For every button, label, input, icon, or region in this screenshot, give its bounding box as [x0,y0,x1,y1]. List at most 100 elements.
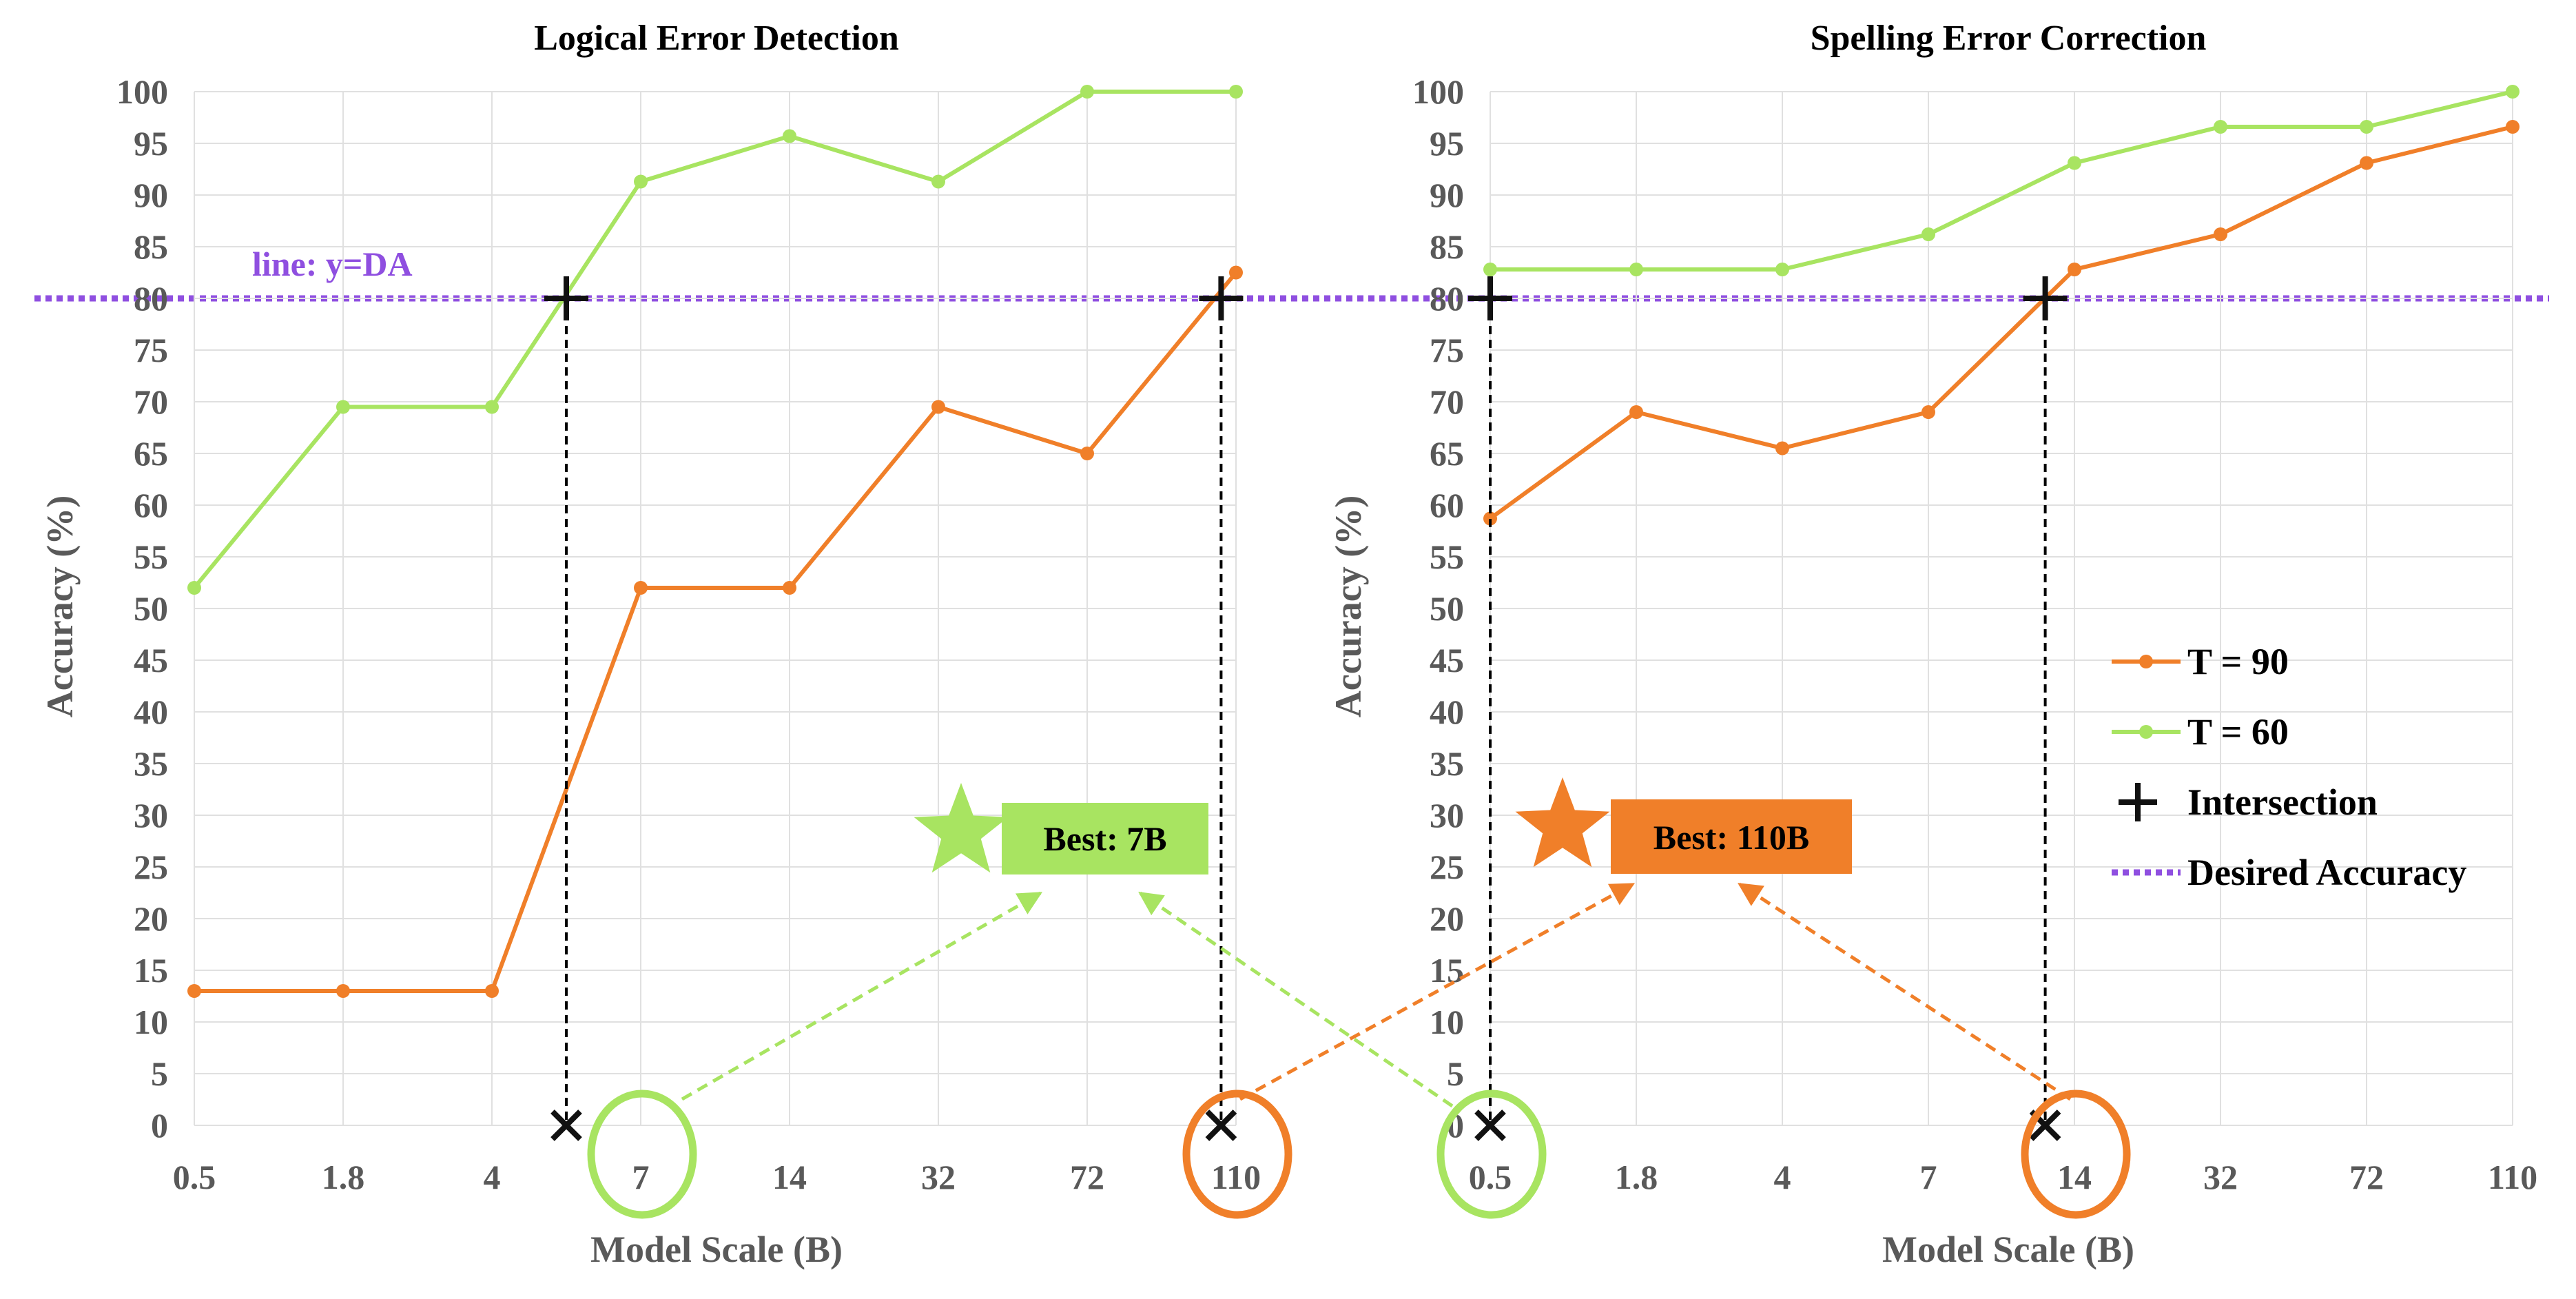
x-tick-label: 32 [2203,1158,2238,1196]
y-tick-label: 50 [134,589,168,628]
highlight-circle [1436,1090,1547,1219]
data-point [1629,405,1643,419]
data-point [1229,85,1243,99]
data-point [1775,263,1789,276]
x-tick-label: 4 [1774,1158,1791,1196]
legend-label: Desired Accuracy [2187,852,2466,893]
legend-label: T = 90 [2187,641,2289,682]
legend-label: T = 60 [2187,711,2289,753]
y-tick-label: 15 [134,951,168,990]
chart-logical-error-detection: Logical Error Detection Accuracy (%) Mod… [39,19,1292,1270]
data-point [2214,120,2227,134]
y-tick-label: 90 [134,176,168,214]
chart-title: Spelling Error Correction [1811,19,2207,58]
intersection-marker [1199,276,1244,320]
highlight-circle [587,1090,697,1219]
legend-item: T = 60 [2112,711,2289,753]
best-label: Best: 110B [1653,818,1809,857]
y-tick-label: 80 [134,279,168,318]
y-tick-label: 20 [1430,899,1464,938]
x-tick-label: 72 [1070,1158,1104,1196]
x-tick-label: 1.8 [322,1158,365,1196]
x-tick-label: 110 [2488,1158,2537,1196]
x-tick-label: 7 [632,1158,650,1196]
star-icon [914,783,1009,873]
y-tick-label: 40 [134,693,168,731]
y-tick-label: 95 [134,124,168,163]
data-point [336,984,350,998]
y-tick-label: 10 [1430,1003,1464,1041]
x-mark-icon [1474,1109,1506,1141]
y-tick-label: 75 [1430,331,1464,369]
series-line [1489,125,2513,520]
data-point [485,400,499,414]
x-tick-label: 0.5 [1469,1158,1512,1196]
data-point [1229,265,1243,280]
data-point [2360,120,2373,134]
y-tick-label: 60 [134,486,168,524]
y-tick-label: 40 [1430,693,1464,731]
y-tick-label: 20 [134,899,168,938]
annotation-arrow [1138,891,1454,1108]
y-tick-label: 35 [134,744,168,783]
x-tick-label: 1.8 [1615,1158,1658,1196]
x-tick-label: 32 [921,1158,956,1196]
chart-title: Logical Error Detection [534,19,899,58]
y-tick-label: 60 [1430,486,1464,524]
data-point [931,174,945,189]
best-label-box [1002,803,1208,874]
data-point [2214,227,2227,241]
data-point [2360,156,2373,170]
legend-label: Intersection [2187,781,2378,823]
legend-swatch-marker [2139,725,2153,739]
x-tick-label: 7 [1920,1158,1937,1196]
intersection-marker [2023,276,2068,320]
data-point [783,581,796,595]
data-point [2506,85,2520,99]
data-point [1921,405,1935,419]
plus-icon [2119,783,2157,821]
x-mark-icon [1205,1109,1237,1141]
y-tick-label: 30 [1430,796,1464,835]
legend-item: Desired Accuracy [2112,852,2466,893]
y-tick-label: 55 [134,538,168,576]
data-point [1080,447,1094,460]
data-point [1775,441,1789,456]
x-axis-label: Model Scale (B) [1882,1229,2134,1270]
y-axis-label: Accuracy (%) [1328,495,1369,717]
data-point [783,129,796,143]
series-line [192,90,1236,589]
y-tick-label: 10 [134,1003,168,1041]
x-tick-label: 110 [1211,1158,1261,1196]
highlight-circle [1182,1090,1292,1219]
best-annotation: Best: 7B [914,783,1208,874]
data-point [931,400,945,414]
data-point [634,581,648,595]
data-point [187,984,201,998]
data-point [485,984,499,998]
y-tick-label: 0 [151,1106,168,1145]
highlight-circle [2021,1090,2131,1219]
y-tick-label: 55 [1430,538,1464,576]
y-tick-label: 85 [134,227,168,266]
hline-label: line: y=DA [252,245,413,283]
annotation-arrows [681,882,2072,1108]
x-axis-label: Model Scale (B) [590,1229,843,1270]
annotation-arrow [681,891,1043,1101]
x-mark-icon [550,1109,582,1141]
y-tick-label: 70 [134,382,168,421]
y-tick-label: 65 [134,434,168,473]
y-tick-label: 25 [134,848,168,886]
intersection-marker [1468,276,1512,320]
legend-item: Intersection [2119,781,2378,823]
x-tick-label: 14 [2057,1158,2092,1196]
data-point [634,174,648,189]
star-icon [1515,777,1610,868]
legend-swatch-marker [2139,655,2153,668]
y-tick-label: 95 [1430,124,1464,163]
y-tick-label: 30 [134,796,168,835]
y-tick-label: 25 [1430,848,1464,886]
data-point [1921,227,1935,241]
annotation-arrow [1738,882,2072,1101]
y-tick-label: 80 [1430,279,1464,318]
